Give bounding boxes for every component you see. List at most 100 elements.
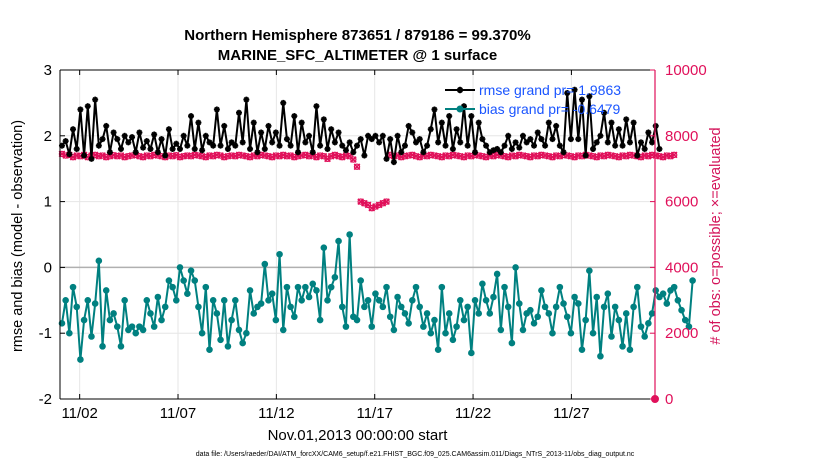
obs-evaluated-point xyxy=(117,152,125,159)
rmse-marker-stroke xyxy=(468,113,475,119)
obs-evaluated-stroke xyxy=(593,153,601,161)
rmse-marker-stroke xyxy=(232,142,239,149)
obs-evaluated-point xyxy=(287,152,294,159)
rmse-marker-stroke xyxy=(431,106,438,113)
legend: rmse grand pr= 1.9863 bias grand pr= -0.6… xyxy=(445,82,621,117)
rmse-point xyxy=(258,129,265,136)
rmse-point xyxy=(158,136,165,143)
rmse-point xyxy=(586,93,593,100)
obs-evaluated-point xyxy=(372,203,379,210)
rmse-point xyxy=(140,144,147,151)
rmse-point xyxy=(649,139,656,146)
rmse-marker-stroke xyxy=(81,152,87,159)
rmse-point xyxy=(634,152,641,159)
obs-evaluated-stroke xyxy=(276,152,283,160)
bias-point xyxy=(338,303,346,311)
rmse-marker-stroke xyxy=(542,142,548,149)
bias-point xyxy=(268,290,276,298)
rmse-point xyxy=(623,116,630,123)
rmse-marker-stroke xyxy=(251,119,257,126)
bias-point xyxy=(394,293,401,301)
bias-point xyxy=(689,277,696,284)
obs-evaluated-point xyxy=(445,152,453,160)
rmse-marker-stroke xyxy=(184,142,191,149)
obs-evaluated-stroke xyxy=(482,153,490,161)
bias-point xyxy=(316,316,324,324)
rmse-marker-stroke xyxy=(616,126,622,132)
rmse-point xyxy=(560,149,567,156)
rmse-point xyxy=(390,159,397,166)
rmse-point xyxy=(202,132,209,139)
obs-evaluated-point xyxy=(279,151,287,159)
obs-evaluated-stroke xyxy=(659,153,667,161)
rmse-point xyxy=(320,116,327,123)
bias-point xyxy=(132,329,140,337)
obs-evaluated-point xyxy=(593,153,601,161)
rmse-point xyxy=(483,142,490,149)
rmse-point xyxy=(254,149,261,156)
rmse-marker-stroke xyxy=(608,119,615,126)
rmse-marker-stroke xyxy=(619,142,626,149)
obs-evaluated-stroke xyxy=(217,152,224,159)
bias-point xyxy=(460,316,468,324)
rmse-point xyxy=(508,145,515,152)
bias-point xyxy=(357,277,364,284)
bias-point xyxy=(58,320,66,327)
bias-point xyxy=(571,293,578,301)
rmse-marker-stroke xyxy=(534,129,541,136)
bias-point xyxy=(372,290,379,298)
bias-point xyxy=(560,300,567,307)
bias-point xyxy=(161,303,169,311)
bias-point xyxy=(353,316,361,324)
bias-point xyxy=(556,283,564,291)
bias-point xyxy=(538,287,545,294)
rmse-point xyxy=(302,139,309,146)
rmse-point xyxy=(224,145,231,152)
rmse-marker-stroke xyxy=(243,96,250,103)
rmse-point xyxy=(394,132,401,139)
x-tick-label: 11/02 xyxy=(61,405,97,422)
rmse-marker-stroke xyxy=(132,149,139,155)
bias-point xyxy=(106,316,114,324)
rmse-marker-stroke xyxy=(313,103,320,109)
rmse-point xyxy=(235,109,242,116)
obs-evaluated-stroke xyxy=(99,152,106,159)
rmse-marker-stroke xyxy=(549,136,556,142)
bias-point xyxy=(172,297,180,304)
bias-point xyxy=(567,329,575,337)
rmse-marker-stroke xyxy=(627,139,633,146)
rmse-point xyxy=(567,136,574,143)
rmse-marker-stroke xyxy=(180,133,187,139)
y-right-tick-label: 6000 xyxy=(665,194,698,211)
legend-bias-label: bias grand pr= -0.6479 xyxy=(479,101,620,117)
rmse-marker-stroke xyxy=(516,144,523,151)
obs-evaluated-stroke xyxy=(231,152,239,160)
obs-evaluated-stroke xyxy=(534,152,542,160)
rmse-point xyxy=(176,145,183,152)
rmse-marker-stroke xyxy=(641,146,648,152)
rmse-point xyxy=(287,142,294,149)
bias-point xyxy=(195,303,202,311)
rmse-marker-stroke xyxy=(210,142,216,149)
rmse-point xyxy=(497,149,504,156)
rmse-point xyxy=(95,142,102,149)
rmse-point xyxy=(479,136,486,143)
rmse-point xyxy=(420,149,427,156)
y-right-tick-label: 4000 xyxy=(665,259,698,276)
bias-point xyxy=(456,297,464,304)
obs-possible-point xyxy=(350,156,357,163)
obs-evaluated-point xyxy=(460,153,468,161)
rmse-point xyxy=(269,139,276,146)
obs-count-series xyxy=(58,150,678,403)
rmse-marker-stroke xyxy=(121,133,128,139)
rmse-marker-stroke xyxy=(302,139,309,146)
obs-evaluated-stroke xyxy=(117,152,125,159)
obs-evaluated-point xyxy=(302,151,309,159)
bias-point xyxy=(464,303,471,311)
rmse-point xyxy=(475,119,482,126)
rmse-marker-stroke xyxy=(129,134,135,140)
bias-point xyxy=(552,303,560,311)
rmse-marker-stroke xyxy=(387,136,393,142)
rmse-point xyxy=(516,144,523,151)
obs-evaluated-point xyxy=(512,152,519,160)
